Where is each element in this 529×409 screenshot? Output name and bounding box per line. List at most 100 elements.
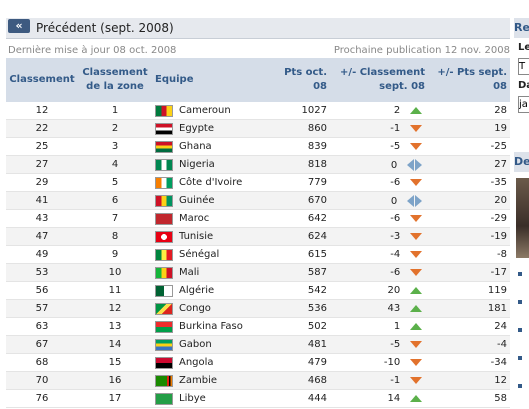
team-name[interactable]: Algérie — [179, 285, 215, 296]
team-name[interactable]: Burkina Faso — [179, 321, 243, 332]
rank-cell: 68 — [6, 353, 78, 372]
col-points-change[interactable]: +/- Pts sept. 08 — [428, 58, 510, 102]
table-row[interactable]: 70 16 Zambie 468 -1 12 — [6, 371, 510, 390]
team-name[interactable]: Mali — [179, 267, 200, 278]
rank-change-value: -6 — [390, 177, 401, 188]
flag-icon — [155, 194, 173, 207]
points-cell: 536 — [270, 299, 330, 318]
col-rank-change[interactable]: +/- Classement sept. 08 — [330, 58, 428, 102]
team-name[interactable]: Cameroun — [179, 105, 231, 116]
team-name[interactable]: Gabon — [179, 339, 212, 350]
points-change-cell: 58 — [428, 389, 510, 408]
points-change-cell: -25 — [428, 137, 510, 156]
table-row[interactable]: 27 4 Nigeria 818 0 27 — [6, 155, 510, 174]
arrow-up-icon — [409, 304, 422, 312]
col-points[interactable]: Pts oct. 08 — [270, 58, 330, 102]
rank-cell: 12 — [6, 102, 78, 120]
table-row[interactable]: 76 17 Libye 444 14 58 — [6, 389, 510, 408]
arrow-down-icon — [409, 358, 422, 366]
rank-cell: 76 — [6, 389, 78, 408]
points-change-cell: 27 — [428, 155, 510, 174]
rank-change-cell: 14 — [330, 389, 428, 408]
team-name[interactable]: Libye — [179, 393, 206, 404]
table-row[interactable]: 53 10 Mali 587 -6 -17 — [6, 263, 510, 282]
rank-cell: 53 — [6, 263, 78, 282]
points-change-cell: 119 — [428, 281, 510, 300]
arrow-up-icon — [409, 322, 422, 330]
points-change-cell: -19 — [428, 227, 510, 246]
table-row[interactable]: 63 13 Burkina Faso 502 1 24 — [6, 317, 510, 336]
rank-change-value: 0 — [390, 159, 398, 171]
team-name[interactable]: Tunisie — [179, 231, 214, 242]
team-name[interactable]: Maroc — [179, 213, 210, 224]
arrow-down-icon — [409, 376, 422, 384]
points-cell: 444 — [270, 389, 330, 408]
team-name[interactable]: Guinée — [179, 195, 215, 206]
arrow-down-icon — [409, 250, 422, 258]
sidebar-field-1[interactable]: T — [518, 58, 529, 75]
points-change-cell: 181 — [428, 299, 510, 318]
table-row[interactable]: 57 12 Congo 536 43 181 — [6, 299, 510, 318]
team-cell: Guinée — [152, 191, 270, 210]
arrow-down-icon — [409, 268, 422, 276]
team-name[interactable]: Congo — [179, 303, 211, 314]
col-rank[interactable]: Classement — [6, 58, 78, 102]
bullet-icon — [518, 300, 522, 304]
previous-link[interactable]: Précédent (sept. 2008) — [36, 21, 174, 35]
flag-icon — [155, 140, 173, 153]
arrow-up-icon — [409, 394, 422, 402]
table-row[interactable]: 12 1 Cameroun 1027 2 28 — [6, 102, 510, 120]
flag-icon — [155, 392, 173, 405]
table-row[interactable]: 67 14 Gabon 481 -5 -4 — [6, 335, 510, 354]
sidebar-photo[interactable] — [516, 178, 529, 258]
rank-change-value: -3 — [390, 231, 401, 242]
table-row[interactable]: 41 6 Guinée 670 0 20 — [6, 191, 510, 210]
team-cell: Zambie — [152, 371, 270, 390]
table-row[interactable]: 49 9 Sénégal 615 -4 -8 — [6, 245, 510, 264]
team-name[interactable]: Ghana — [179, 141, 212, 152]
col-zone-rank[interactable]: Classement de la zone — [78, 58, 152, 102]
team-cell: Nigeria — [152, 155, 270, 174]
zone-rank-cell: 6 — [78, 191, 152, 210]
team-name[interactable]: Sénégal — [179, 249, 220, 260]
team-name[interactable]: Zambie — [179, 375, 217, 386]
zone-rank-cell: 7 — [78, 209, 152, 228]
flag-icon — [155, 248, 173, 261]
arrow-up-icon — [409, 286, 422, 294]
flag-icon — [155, 302, 173, 315]
previous-button[interactable]: « — [8, 19, 30, 33]
table-row[interactable]: 43 7 Maroc 642 -6 -29 — [6, 209, 510, 228]
table-row[interactable]: 22 2 Egypte 860 -1 19 — [6, 119, 510, 138]
rank-cell: 47 — [6, 227, 78, 246]
zone-rank-cell: 5 — [78, 173, 152, 192]
points-cell: 468 — [270, 371, 330, 390]
team-cell: Ghana — [152, 137, 270, 156]
rank-cell: 43 — [6, 209, 78, 228]
flag-icon — [155, 122, 173, 135]
table-row[interactable]: 47 8 Tunisie 624 -3 -19 — [6, 227, 510, 246]
rank-change-value: -10 — [383, 357, 401, 368]
team-name[interactable]: Côte d'Ivoire — [179, 177, 243, 188]
table-row[interactable]: 29 5 Côte d'Ivoire 779 -6 -35 — [6, 173, 510, 192]
col-team[interactable]: Equipe — [152, 58, 270, 102]
flag-icon — [155, 212, 173, 225]
sidebar-label-2: Da — [518, 80, 529, 91]
table-row[interactable]: 56 11 Algérie 542 20 119 — [6, 281, 510, 300]
sidebar: Re Le T Da ja De — [512, 0, 529, 409]
points-cell: 481 — [270, 335, 330, 354]
team-name[interactable]: Angola — [179, 357, 214, 368]
rank-cell: 63 — [6, 317, 78, 336]
table-row[interactable]: 68 15 Angola 479 -10 -34 — [6, 353, 510, 372]
team-cell: Gabon — [152, 335, 270, 354]
next-publication: Prochaine publication 12 nov. 2008 — [333, 45, 510, 56]
team-name[interactable]: Egypte — [179, 123, 215, 134]
points-change-cell: 20 — [428, 191, 510, 210]
table-row[interactable]: 25 3 Ghana 839 -5 -25 — [6, 137, 510, 156]
team-name[interactable]: Nigeria — [179, 159, 215, 170]
rank-change-cell: -3 — [330, 227, 428, 246]
arrow-down-icon — [409, 340, 422, 348]
rank-change-cell: -4 — [330, 245, 428, 264]
flag-icon — [155, 266, 173, 279]
sidebar-field-2[interactable]: ja — [518, 96, 529, 113]
zone-rank-cell: 11 — [78, 281, 152, 300]
